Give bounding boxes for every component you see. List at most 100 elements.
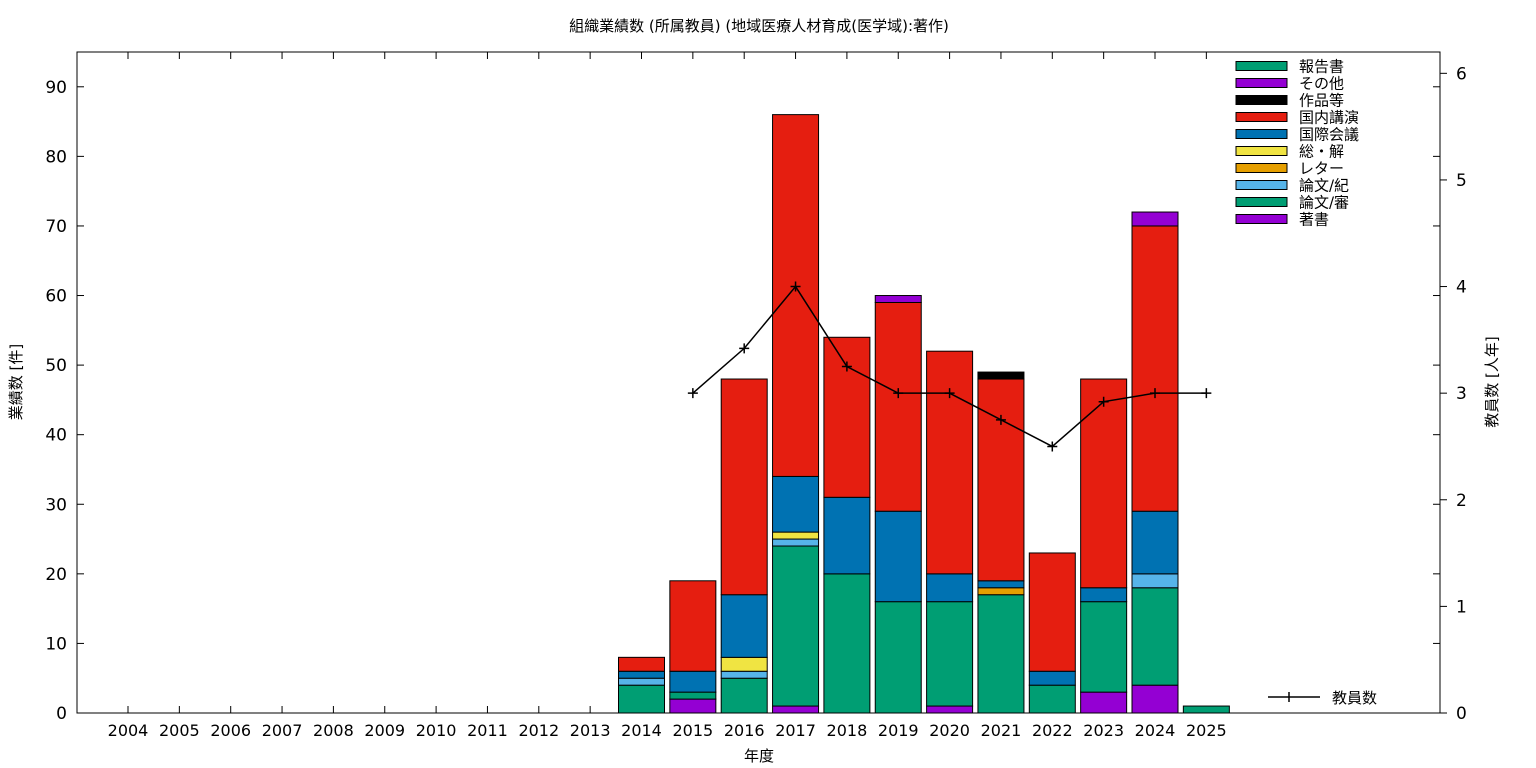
x-tick-label: 2015	[672, 721, 713, 740]
line-point	[790, 281, 801, 292]
legend-label: 論文/紀	[1299, 177, 1349, 195]
bar-segment	[977, 378, 1025, 582]
legend-swatch	[1235, 95, 1288, 105]
legend-label: 論文/審	[1299, 194, 1349, 212]
legend-swatch	[1235, 197, 1288, 207]
legend-swatch	[1235, 214, 1288, 224]
bar-segment	[926, 573, 974, 603]
x-tick-label: 2022	[1032, 721, 1073, 740]
legend-label: その他	[1299, 75, 1344, 93]
legend-swatch	[1235, 180, 1288, 190]
y-tick-label: 50	[45, 356, 67, 376]
y2-tick-label: 2	[1456, 491, 1467, 511]
y-tick-label: 90	[45, 78, 67, 98]
legend-swatch	[1235, 129, 1288, 139]
x-tick-label: 2017	[775, 721, 816, 740]
bar-segment	[1028, 684, 1076, 714]
bar-segment	[977, 587, 1025, 596]
legend-label: レター	[1299, 160, 1344, 178]
bar-segment	[720, 594, 768, 658]
legend-label: 国内講演	[1299, 109, 1359, 127]
bar-segment	[1131, 684, 1179, 714]
legend-label: 総・解	[1299, 143, 1344, 161]
bar-segment	[926, 350, 974, 575]
bar-segment	[618, 684, 665, 714]
bar-segment	[669, 670, 717, 693]
line-point	[841, 361, 852, 372]
bar-segment	[1131, 573, 1179, 589]
bar-segment	[977, 594, 1025, 714]
bar-segment	[1182, 705, 1230, 714]
line-point	[1150, 388, 1160, 399]
y-tick-label: 0	[56, 704, 67, 724]
x-tick-label: 2016	[724, 721, 765, 740]
bar-segment	[1080, 691, 1128, 714]
y-tick-label: 30	[45, 495, 67, 515]
bar-segment	[926, 601, 974, 707]
line-point	[944, 388, 955, 399]
plot-area: 0 10 20 30 40 50 60 70 80 90 0 1 2 3 4 5 6 2004 2005 2006 20…	[45, 51, 1467, 740]
y-tick-label: 40	[45, 426, 67, 446]
bar-segment	[823, 336, 871, 498]
line-point	[687, 388, 698, 399]
bar-segment	[618, 670, 665, 679]
bar-segment	[977, 580, 1025, 589]
line-point	[1201, 388, 1212, 399]
bar-segment	[669, 580, 717, 672]
bar-segment	[1131, 587, 1179, 686]
y-tick-label: 80	[45, 147, 67, 167]
legend-swatch	[1235, 61, 1288, 71]
y2-tick-label: 5	[1456, 171, 1467, 191]
bar-segment	[874, 510, 922, 603]
y2-tick-label: 6	[1456, 64, 1467, 84]
bar-segment	[1080, 601, 1128, 693]
x-tick-label: 2011	[467, 721, 508, 740]
bar-segment	[720, 670, 768, 679]
x-tick-label: 2012	[518, 721, 559, 740]
bar-segment	[1080, 378, 1128, 589]
legend-swatch	[1235, 146, 1288, 156]
bar-segment	[926, 705, 974, 714]
y-tick-label: 70	[45, 217, 67, 237]
bar-segment	[977, 371, 1025, 380]
bar-segment	[772, 475, 820, 533]
legend-label: 報告書	[1299, 58, 1344, 76]
bar-segment	[1028, 670, 1076, 686]
y-tick-label: 20	[45, 565, 67, 585]
y-tick-label: 10	[45, 634, 67, 654]
y-tick-label: 60	[45, 287, 67, 307]
bar-segment	[669, 698, 717, 714]
x-tick-label: 2007	[262, 721, 303, 740]
y2-tick-label: 0	[1456, 704, 1467, 724]
bar-segment	[1080, 587, 1128, 603]
bar-segment	[772, 538, 820, 547]
y2-tick-label: 4	[1456, 278, 1467, 298]
y2-tick-label: 3	[1456, 384, 1467, 404]
legend-label: 国際会議	[1299, 126, 1359, 144]
x-tick-label: 2009	[364, 721, 405, 740]
bar-segment	[720, 656, 768, 672]
bar-segment	[772, 705, 820, 714]
bar-segment	[772, 114, 820, 477]
bar-segment	[874, 301, 922, 512]
x-tick-label: 2023	[1083, 721, 1124, 740]
legend-swatch	[1235, 163, 1288, 173]
bar-segment	[823, 496, 871, 575]
y-axis-label: 業績数 [件]	[7, 344, 25, 420]
x-tick-label: 2013	[570, 721, 611, 740]
bar-segment	[1131, 510, 1179, 575]
bar-segment	[772, 531, 820, 540]
bar-segment	[1028, 552, 1076, 672]
x-tick-label: 2024	[1135, 721, 1176, 740]
bar-segment	[1131, 211, 1179, 227]
bar-segment	[618, 677, 665, 686]
bar-segment	[720, 378, 768, 596]
bar-segment	[1131, 225, 1179, 512]
x-tick-label: 2025	[1186, 721, 1227, 740]
legend-swatch	[1235, 112, 1288, 122]
bar-segment	[772, 545, 820, 707]
bar-segment	[720, 677, 768, 714]
y2-axis-label: 教員数 [人年]	[1483, 336, 1501, 427]
line-point	[1047, 441, 1058, 452]
